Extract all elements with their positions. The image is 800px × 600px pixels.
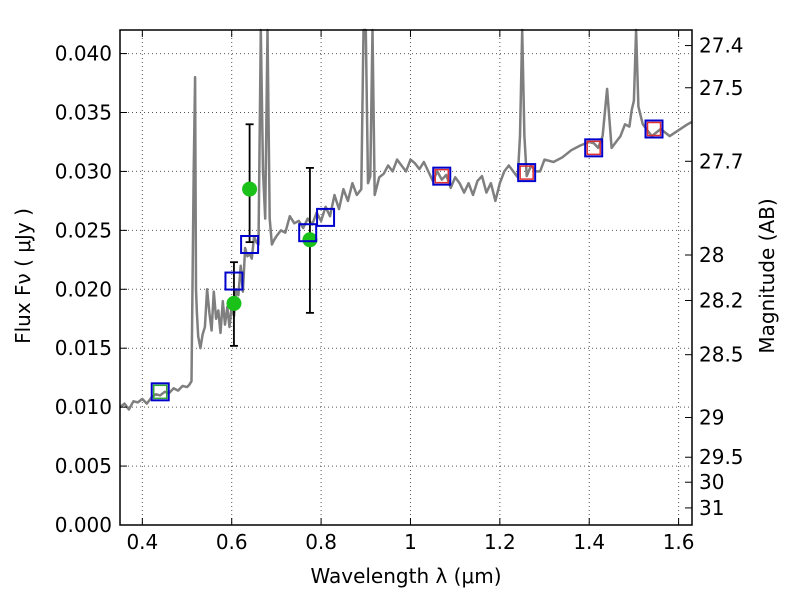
x-tick-label: 0.8	[305, 530, 337, 554]
right-tick-label: 27.4	[699, 34, 744, 58]
model-point	[150, 382, 170, 402]
right-tick-label: 28.5	[699, 343, 744, 367]
x-tick-label: 1.4	[573, 530, 605, 554]
right-tick-label: 31	[699, 496, 724, 520]
y-tick-label: 0.005	[55, 454, 112, 478]
model-point	[298, 223, 318, 243]
plot-frame	[119, 29, 693, 526]
model-point	[224, 271, 244, 291]
model-point	[517, 163, 537, 183]
y-tick-label: 0.000	[55, 513, 112, 537]
ticks	[120, 30, 692, 526]
observed-point	[226, 295, 242, 311]
model-point-inner	[152, 384, 168, 400]
x-tick-label: 0.6	[216, 530, 248, 554]
model-point	[432, 166, 452, 186]
y-tick-label: 0.020	[55, 277, 112, 301]
model-point	[240, 235, 260, 254]
observed-point	[302, 232, 318, 248]
x-tick-label: 1.2	[484, 530, 516, 554]
y-tick-label: 0.040	[55, 42, 112, 66]
y-tick-label: 0.015	[55, 336, 112, 360]
model-point	[584, 138, 604, 158]
markers	[150, 119, 664, 402]
x-tick-label: 1	[404, 530, 417, 554]
right-tick-label: 29.5	[699, 445, 744, 469]
y-tick-label: 0.035	[55, 101, 112, 125]
right-tick-label: 29	[699, 406, 724, 430]
model-point-inner	[519, 165, 534, 180]
x-tick-label: 1.6	[663, 530, 695, 554]
sed-series	[119, 28, 693, 411]
model-point-inner	[586, 140, 601, 156]
observed-point	[242, 181, 258, 197]
right-tick-label: 27.7	[699, 149, 744, 173]
x-tick-label: 0.4	[126, 530, 158, 554]
y-axis-label-left: Flux Fν ( μJy )	[11, 208, 35, 344]
tick-labels: 0.4 0.6 0.8 1 1.2 1.4 1.6 0.000 0.005 0.010 0.015 0…	[55, 34, 744, 554]
right-tick-label: 30	[699, 470, 724, 494]
y-tick-label: 0.025	[55, 218, 112, 242]
sed-line	[119, 28, 693, 411]
model-point-inner	[434, 168, 449, 184]
right-tick-label: 28.2	[699, 288, 744, 312]
right-tick-label: 28	[699, 243, 724, 267]
y-tick-label: 0.030	[55, 159, 112, 183]
model-point-inner	[646, 121, 662, 137]
y-tick-label: 0.010	[55, 395, 112, 419]
x-axis-label: Wavelength λ (μm)	[310, 564, 501, 588]
right-tick-label: 27.5	[699, 76, 744, 100]
y-axis-label-right: Magnitude (AB)	[755, 198, 779, 353]
model-point	[644, 119, 664, 139]
model-point	[316, 207, 336, 227]
